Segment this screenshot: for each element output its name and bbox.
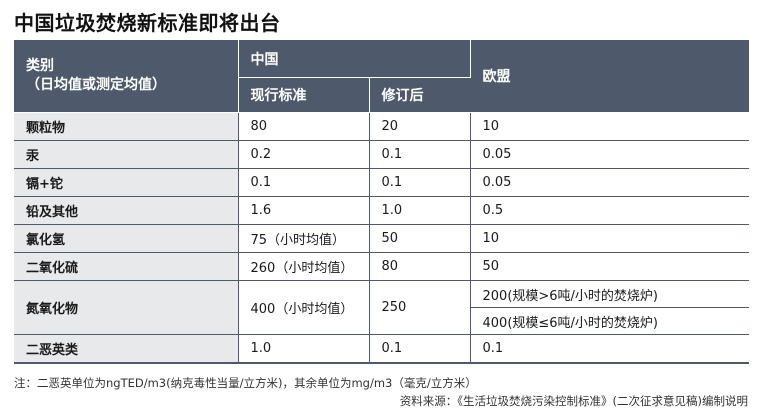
eu-value-cell: 400(规模≤6吨/小时的焚烧炉) bbox=[470, 307, 749, 335]
current-value-cell: 80 bbox=[238, 112, 370, 141]
source-credit: 资料来源：《生活垃圾焚烧污染控制标准》(二次征求意见稿)编制说明 bbox=[399, 394, 748, 408]
revised-value-cell: 20 bbox=[369, 112, 471, 141]
table-row: 镉+铊 0.1 0.1 0.05 bbox=[14, 168, 749, 197]
revised-standard-header: 修订后 bbox=[369, 77, 470, 113]
category-cell: 氯化氢 bbox=[14, 224, 239, 253]
eu-header: 欧盟 bbox=[470, 40, 749, 113]
category-cell: 汞 bbox=[14, 140, 239, 169]
eu-value-cell: 0.5 bbox=[470, 196, 749, 225]
eu-value-cell: 0.05 bbox=[470, 140, 749, 169]
table-row: 氮氧化物 400（小时均值） 250 200(规模>6吨/小时的焚烧炉) bbox=[14, 280, 749, 335]
category-header-line1: 类别 bbox=[26, 58, 54, 74]
eu-value-cell: 10 bbox=[470, 224, 749, 253]
revised-value-cell: 80 bbox=[369, 252, 471, 281]
current-value-cell: 75（小时均值） bbox=[238, 224, 370, 253]
category-cell: 二恶英类 bbox=[14, 334, 239, 364]
current-value-cell: 400（小时均值） bbox=[238, 280, 370, 335]
category-cell: 二氧化硫 bbox=[14, 252, 239, 281]
category-cell: 镉+铊 bbox=[14, 168, 239, 197]
revised-value-cell: 0.1 bbox=[369, 168, 471, 197]
emission-standards-table: 类别 （日均值或测定均值） 中国 欧盟 现行标准 修订后 颗粒物 80 20 1… bbox=[14, 40, 749, 364]
table-row: 二恶英类 1.0 0.1 0.1 bbox=[14, 334, 749, 364]
eu-value-cell: 200(规模>6吨/小时的焚烧炉) bbox=[470, 280, 749, 308]
eu-value-cell: 10 bbox=[470, 112, 749, 141]
category-cell: 铅及其他 bbox=[14, 196, 239, 225]
category-header: 类别 （日均值或测定均值） bbox=[14, 40, 239, 113]
table-row: 汞 0.2 0.1 0.05 bbox=[14, 140, 749, 169]
table-row: 400(规模≤6吨/小时的焚烧炉) bbox=[14, 307, 749, 335]
current-value-cell: 1.0 bbox=[238, 334, 370, 364]
footnote: 注：二恶英单位为ngTED/m3(纳克毒性当量/立方米)，其余单位为mg/m3（… bbox=[14, 376, 477, 390]
category-cell: 颗粒物 bbox=[14, 112, 239, 141]
category-header-line2: （日均值或测定均值） bbox=[26, 77, 166, 93]
table-row: 颗粒物 80 20 10 bbox=[14, 112, 749, 141]
current-value-cell: 0.1 bbox=[238, 168, 370, 197]
revised-value-cell: 50 bbox=[369, 224, 471, 253]
revised-value-cell: 250 bbox=[369, 280, 471, 335]
table-row: 二氧化硫 260（小时均值） 80 50 bbox=[14, 252, 749, 281]
category-cell: 氮氧化物 bbox=[14, 280, 239, 335]
revised-value-cell: 0.1 bbox=[369, 140, 471, 169]
current-value-cell: 1.6 bbox=[238, 196, 370, 225]
eu-value-cell: 0.05 bbox=[470, 168, 749, 197]
table-row: 氯化氢 75（小时均值） 50 10 bbox=[14, 224, 749, 253]
china-header: 中国 bbox=[238, 40, 471, 78]
page-title: 中国垃圾焚烧新标准即将出台 bbox=[14, 11, 281, 35]
revised-value-cell: 1.0 bbox=[369, 196, 471, 225]
table-row: 铅及其他 1.6 1.0 0.5 bbox=[14, 196, 749, 225]
eu-value-cell: 0.1 bbox=[470, 334, 749, 364]
current-standard-header: 现行标准 bbox=[238, 77, 370, 113]
current-value-cell: 0.2 bbox=[238, 140, 370, 169]
revised-value-cell: 0.1 bbox=[369, 334, 471, 364]
current-value-cell: 260（小时均值） bbox=[238, 252, 370, 281]
eu-value-cell: 50 bbox=[470, 252, 749, 281]
